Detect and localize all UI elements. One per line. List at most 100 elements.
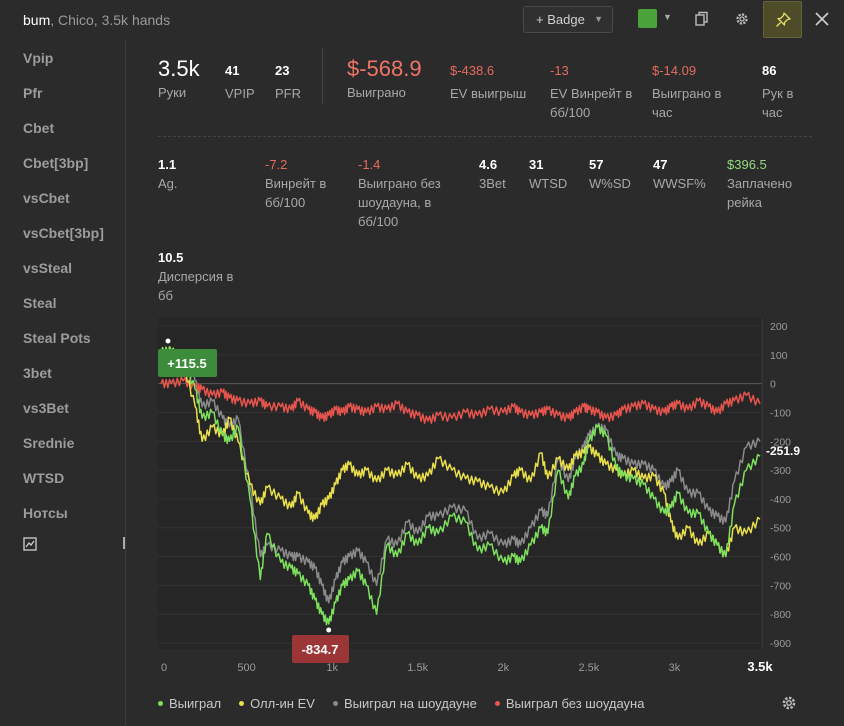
legend-item-won[interactable]: Выиграл xyxy=(158,696,221,711)
series-line-won xyxy=(160,345,761,626)
y-tick-label: -300 xyxy=(770,465,791,477)
sidebar-item-vscbet-3bp[interactable]: vsCbet[3bp] xyxy=(23,225,104,241)
legend-label: Выиграл на шоудауне xyxy=(343,696,477,711)
sidebar-item-vpip[interactable]: Vpip xyxy=(23,50,54,66)
stat-wwsf: 47 WWSF% xyxy=(653,155,706,193)
stat-label: PFR xyxy=(275,86,301,101)
legend-dot xyxy=(332,701,338,706)
sidebar-item-3bet[interactable]: 3bet xyxy=(23,365,52,381)
stat-label: WTSD xyxy=(529,176,568,191)
legend-label: Олл-ин EV xyxy=(250,696,315,711)
legend-dot xyxy=(494,701,500,706)
pin-button[interactable] xyxy=(763,1,802,38)
stat-variance: 10.5 Дисперсия в бб xyxy=(158,248,248,305)
stat-label: Дисперсия в бб xyxy=(158,269,234,303)
stat-value: -7.2 xyxy=(265,157,288,172)
x-tick-label: 500 xyxy=(237,662,255,674)
sidebar-item-pfr[interactable]: Pfr xyxy=(23,85,43,101)
sidebar: Vpip Pfr Cbet Cbet[3bp] vsCbet vsCbet[3b… xyxy=(0,40,126,726)
x-tick-label: 2k xyxy=(497,662,509,674)
stat-value: 41 xyxy=(225,63,240,78)
close-icon[interactable] xyxy=(811,8,833,30)
sidebar-item-cbet-3bp[interactable]: Cbet[3bp] xyxy=(23,155,89,171)
x-tick-label: 1k xyxy=(326,662,338,674)
stat-value: 10.5 xyxy=(158,250,184,265)
stat-3bet: 4.6 3Bet xyxy=(479,155,506,193)
stat-label: WWSF% xyxy=(653,176,706,191)
copy-icon[interactable] xyxy=(691,8,713,30)
stat-value: 47 xyxy=(653,157,668,172)
series-line-won_sd xyxy=(160,347,761,604)
y-tick-label: 200 xyxy=(770,321,788,333)
graph-icon[interactable] xyxy=(23,537,37,556)
legend-item-won-sd[interactable]: Выиграл на шоудауне xyxy=(332,696,477,711)
stat-value: 57 xyxy=(589,157,604,172)
stat-won-no-sd: -1.4 Выиграно без шоудауна, в бб/100 xyxy=(358,155,458,231)
stat-value: -13 xyxy=(550,63,569,78)
stat-label: Ag. xyxy=(158,176,178,191)
stat-label: Заплачено рейка xyxy=(727,176,793,210)
stat-wsd: 57 W%SD xyxy=(589,155,631,193)
min-label: -834.7 xyxy=(302,642,339,657)
stat-label: EV выигрыш xyxy=(450,86,527,101)
max-badge xyxy=(158,349,217,377)
y-tick-label: -900 xyxy=(770,638,791,650)
y-tick-label: 100 xyxy=(770,350,788,362)
x-tick-label: 1.5k xyxy=(407,662,428,674)
y-tick-label: -600 xyxy=(770,552,791,564)
end-value-label: -251.9 xyxy=(766,444,800,458)
gear-icon[interactable] xyxy=(780,694,798,717)
legend-dot xyxy=(239,701,245,706)
stat-won: $-568.9 Выиграно xyxy=(347,55,422,102)
sidebar-item-vssteal[interactable]: vsSteal xyxy=(23,260,73,276)
stat-value: $-14.09 xyxy=(652,63,697,78)
stat-vpip: 41 VPIP xyxy=(225,61,255,103)
series-line-won_nsd xyxy=(160,376,761,424)
stat-hands-per-hour: 86 Рук в час xyxy=(762,61,812,122)
color-picker-swatch[interactable] xyxy=(638,9,657,28)
y-tick-label: -800 xyxy=(770,609,791,621)
stat-value: 4.6 xyxy=(479,157,498,172)
stat-label: W%SD xyxy=(589,176,631,191)
legend-dot xyxy=(158,701,163,706)
sidebar-item-srednie[interactable]: Srednie xyxy=(23,435,75,451)
stat-value: $-568.9 xyxy=(347,56,422,81)
y-tick-label: -100 xyxy=(770,407,791,419)
stat-won-per-hour: $-14.09 Выиграно в час xyxy=(652,61,742,122)
stat-hands: 3.5k Руки xyxy=(158,55,200,102)
chevron-down-icon[interactable]: ▼ xyxy=(663,12,672,22)
sidebar-item-notes[interactable]: Нотсы xyxy=(23,505,68,521)
legend-label: Выиграл xyxy=(169,696,222,711)
stat-value: 3.5k xyxy=(158,56,200,81)
legend-item-won-nsd[interactable]: Выиграл без шоудауна xyxy=(494,696,645,711)
series-line-allin_ev xyxy=(160,345,761,558)
x-tick-label: 3k xyxy=(669,662,681,674)
player-name: bum xyxy=(23,12,51,28)
chevron-down-icon: ▼ xyxy=(594,14,603,24)
stat-rake: $396.5 Заплачено рейка xyxy=(727,155,807,212)
legend-label: Выиграл без шоудауна xyxy=(505,696,645,711)
y-tick-label: -400 xyxy=(770,494,791,506)
stat-pfr: 23 PFR xyxy=(275,61,301,103)
add-badge-button[interactable]: + Badge ▼ xyxy=(523,6,613,33)
legend-item-allin-ev[interactable]: Олл-ин EV xyxy=(239,696,315,711)
window-title: bum, Chico, 3.5k hands xyxy=(23,12,170,28)
y-tick-label: 0 xyxy=(770,379,776,391)
sidebar-item-vscbet[interactable]: vsCbet xyxy=(23,190,70,206)
sidebar-item-steal-pots[interactable]: Steal Pots xyxy=(23,330,91,346)
sidebar-item-cbet[interactable]: Cbet xyxy=(23,120,55,136)
min-badge xyxy=(292,635,349,663)
stat-ev-winrate: -13 EV Винрейт в бб/100 xyxy=(550,61,640,122)
badge-label: + Badge xyxy=(536,12,585,27)
sidebar-item-steal[interactable]: Steal xyxy=(23,295,57,311)
max-point xyxy=(165,338,171,344)
chart-legend: Выиграл Олл-ин EV Выиграл на шоудауне Вы… xyxy=(158,696,644,711)
sidebar-item-wtsd[interactable]: WTSD xyxy=(23,470,65,486)
sidebar-item-vs3bet[interactable]: vs3Bet xyxy=(23,400,69,416)
stat-value: 23 xyxy=(275,63,290,78)
stat-value: $-438.6 xyxy=(450,63,495,78)
x-tick-label: 3.5k xyxy=(747,659,773,674)
stat-wtsd: 31 WTSD xyxy=(529,155,567,193)
resize-handle[interactable] xyxy=(123,537,125,549)
gear-icon[interactable] xyxy=(731,8,753,30)
